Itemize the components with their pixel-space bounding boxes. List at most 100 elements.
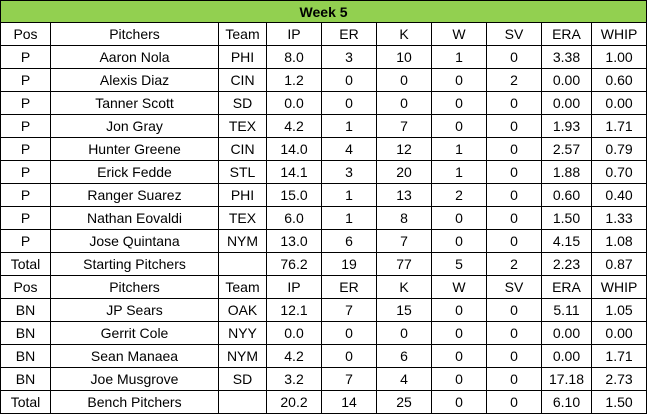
starting-row-team-cell: CIN	[218, 68, 267, 92]
starting-header-row-team-cell: Team	[218, 22, 267, 46]
starting-row-k-cell: 20	[376, 160, 432, 184]
bench-header-row-er-cell: ER	[321, 275, 377, 299]
bench-header-row-sv-cell: SV	[486, 275, 542, 299]
bench-row: BN Gerrit Cole NYY 0.0 0 0 0 0 0.00 0.00	[0, 321, 647, 345]
bench-row-ip-cell: 3.2	[266, 367, 322, 391]
starting-header-row-pitcher-cell: Pitchers	[50, 22, 219, 46]
starting-header-row-k-cell: K	[376, 22, 432, 46]
bench-row-pitcher-cell: Joe Musgrove	[50, 367, 219, 391]
starting-total-row-sv-cell: 2	[486, 252, 542, 276]
starting-row-team-cell: STL	[218, 160, 267, 184]
starting-total-row-whip-cell: 0.87	[590, 252, 647, 276]
starting-row-whip-cell: 1.00	[590, 45, 647, 69]
bench-total-row-ip-cell: 20.2	[266, 390, 322, 414]
starting-row-er-cell: 1	[321, 206, 377, 230]
bench-row-w-cell: 0	[431, 321, 487, 345]
starting-row-pitcher-cell: Aaron Nola	[50, 45, 219, 69]
bench-row: BN Sean Manaea NYM 4.2 0 6 0 0 0.00 1.71	[0, 344, 647, 368]
starting-row-pos-cell: P	[0, 68, 51, 92]
starting-row-k-cell: 0	[376, 91, 432, 115]
starting-row-sv-cell: 0	[486, 160, 542, 184]
starting-row-k-cell: 0	[376, 68, 432, 92]
bench-header-row-ip-cell: IP	[266, 275, 322, 299]
bench-row-w-cell: 0	[431, 298, 487, 322]
starting-row-pitcher-cell: Alexis Diaz	[50, 68, 219, 92]
starting-row-k-cell: 7	[376, 229, 432, 253]
bench-row-team-cell: SD	[218, 367, 267, 391]
starting-row-sv-cell: 0	[486, 114, 542, 138]
starting-row-team-cell: NYM	[218, 229, 267, 253]
starting-row-sv-cell: 0	[486, 91, 542, 115]
bench-row-ip-cell: 4.2	[266, 344, 322, 368]
starting-row-sv-cell: 0	[486, 45, 542, 69]
starting-row-era-cell: 1.50	[541, 206, 592, 230]
starting-total-row-w-cell: 5	[431, 252, 487, 276]
starting-row-sv-cell: 2	[486, 68, 542, 92]
starting-row-whip-cell: 0.00	[590, 91, 647, 115]
starting-row-sv-cell: 0	[486, 137, 542, 161]
starting-row-team-cell: TEX	[218, 206, 267, 230]
bench-total-row-whip-cell: 1.50	[590, 390, 647, 414]
starting-total-row-k-cell: 77	[376, 252, 432, 276]
starting-row-era-cell: 0.00	[541, 68, 592, 92]
starting-row-whip-cell: 1.71	[590, 114, 647, 138]
starting-row-w-cell: 1	[431, 137, 487, 161]
starting-row-pitcher-cell: Jose Quintana	[50, 229, 219, 253]
starting-row-pos-cell: P	[0, 114, 51, 138]
starting-total-row-ip-cell: 76.2	[266, 252, 322, 276]
bench-row-k-cell: 15	[376, 298, 432, 322]
starting-row-pitcher-cell: Tanner Scott	[50, 91, 219, 115]
bench-row-pos-cell: BN	[0, 321, 51, 345]
bench-row-pitcher-cell: JP Sears	[50, 298, 219, 322]
bench-row-whip-cell: 1.05	[590, 298, 647, 322]
starting-row-ip-cell: 6.0	[266, 206, 322, 230]
starting-row: P Erick Fedde STL 14.1 3 20 1 0 1.88 0.70	[0, 160, 647, 184]
bench-row-pos-cell: BN	[0, 344, 51, 368]
bench-row-sv-cell: 0	[486, 367, 542, 391]
starting-row-ip-cell: 1.2	[266, 68, 322, 92]
starting-row-whip-cell: 1.33	[590, 206, 647, 230]
starting-row-era-cell: 0.00	[541, 91, 592, 115]
bench-total-row-pos-cell: Total	[0, 390, 51, 414]
bench-row-whip-cell: 0.00	[590, 321, 647, 345]
starting-row-sv-cell: 0	[486, 229, 542, 253]
bench-row-k-cell: 0	[376, 321, 432, 345]
bench-row-whip-cell: 2.73	[590, 367, 647, 391]
bench-row-team-cell: NYM	[218, 344, 267, 368]
bench-row-er-cell: 7	[321, 367, 377, 391]
starting-row-k-cell: 7	[376, 114, 432, 138]
starting-row-pitcher-cell: Hunter Greene	[50, 137, 219, 161]
starting-row-era-cell: 3.38	[541, 45, 592, 69]
starting-row-era-cell: 4.15	[541, 229, 592, 253]
starting-header-row: Pos Pitchers Team IP ER K W SV ERA WHIP	[0, 22, 647, 46]
starting-row-pos-cell: P	[0, 160, 51, 184]
bench-row-pitcher-cell: Gerrit Cole	[50, 321, 219, 345]
bench-row-era-cell: 17.18	[541, 367, 592, 391]
starting-header-row-era-cell: ERA	[541, 22, 592, 46]
bench-total-row-er-cell: 14	[321, 390, 377, 414]
starting-row-w-cell: 0	[431, 114, 487, 138]
bench-row-team-cell: NYY	[218, 321, 267, 345]
bench-total-row-pitcher-cell: Bench Pitchers	[50, 390, 219, 414]
starting-row-w-cell: 0	[431, 68, 487, 92]
starting-row-k-cell: 13	[376, 183, 432, 207]
starting-row-team-cell: TEX	[218, 114, 267, 138]
starting-header-row-whip-cell: WHIP	[590, 22, 647, 46]
starting-row-sv-cell: 0	[486, 206, 542, 230]
bench-header-row: Pos Pitchers Team IP ER K W SV ERA WHIP	[0, 275, 647, 299]
bench-total-row-k-cell: 25	[376, 390, 432, 414]
bench-row-er-cell: 0	[321, 321, 377, 345]
starting-row-pos-cell: P	[0, 91, 51, 115]
starting-row-er-cell: 1	[321, 114, 377, 138]
starting-row-er-cell: 0	[321, 91, 377, 115]
starting-row-whip-cell: 1.08	[590, 229, 647, 253]
starting-row-ip-cell: 13.0	[266, 229, 322, 253]
starting-row-ip-cell: 15.0	[266, 183, 322, 207]
starting-row-ip-cell: 14.1	[266, 160, 322, 184]
starting-row-team-cell: CIN	[218, 137, 267, 161]
bench-header-row-pitcher-cell: Pitchers	[50, 275, 219, 299]
starting-row: P Jon Gray TEX 4.2 1 7 0 0 1.93 1.71	[0, 114, 647, 138]
bench-header-row-w-cell: W	[431, 275, 487, 299]
title-row: Week 5	[0, 0, 647, 23]
